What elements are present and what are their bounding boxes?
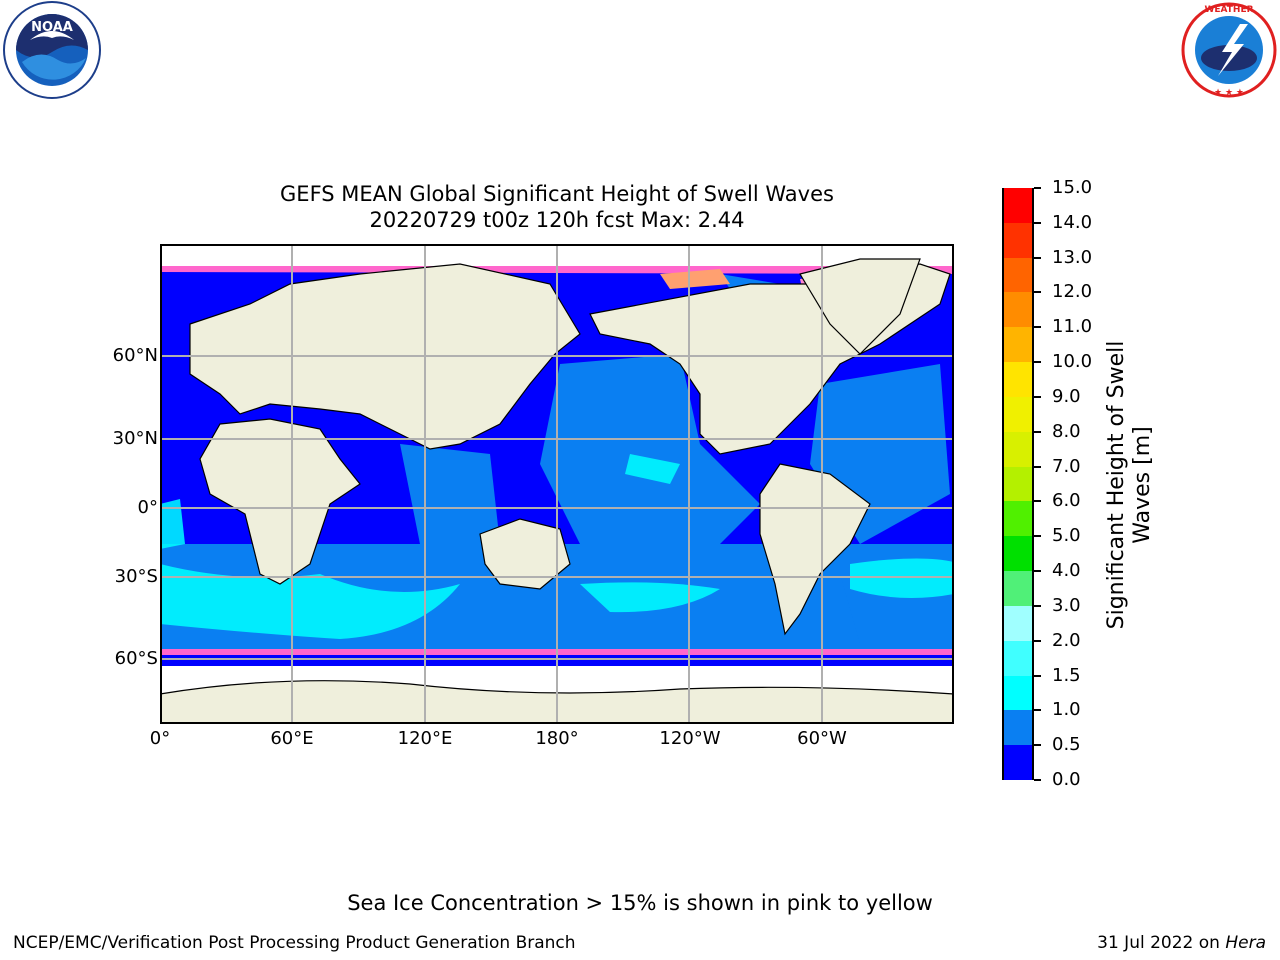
lat-label-60n: 60°N <box>112 345 158 366</box>
colorbar-tick-label: 9.0 <box>1052 385 1081 407</box>
colorbar-tick-label: 1.0 <box>1052 699 1081 721</box>
lat-label-30n: 30°N <box>112 428 158 449</box>
colorbar-tick-mark <box>1034 395 1041 398</box>
colorbar-tick-label: 10.0 <box>1052 351 1093 373</box>
colorbar-tick-mark <box>1034 187 1041 189</box>
colorbar-tick-mark <box>1034 221 1041 224</box>
colorbar-segment <box>1004 292 1032 328</box>
colorbar-tick-mark <box>1034 291 1041 294</box>
colorbar-tick-label: 5.0 <box>1052 525 1081 547</box>
noaa-logo-text: NOAA <box>31 20 73 35</box>
noaa-logo: NOAA <box>0 0 104 100</box>
colorbar-tick-label: 12.0 <box>1052 281 1093 303</box>
colorbar-tick-mark <box>1034 639 1041 642</box>
colorbar-label-line1: Significant Height of Swell <box>1104 340 1129 630</box>
colorbar-tick-mark <box>1034 709 1041 712</box>
ocean-high-swell <box>160 454 954 639</box>
colorbar-tick-mark <box>1034 674 1041 677</box>
colorbar-segment <box>1004 745 1032 780</box>
sea-ice-note: Sea Ice Concentration > 15% is shown in … <box>347 891 933 915</box>
colorbar-tick-label: 11.0 <box>1052 316 1093 338</box>
colorbar-tick-mark <box>1034 500 1041 503</box>
colorbar-segment <box>1004 571 1032 606</box>
credit-text: NCEP/EMC/Verification Post Processing Pr… <box>13 933 576 953</box>
colorbar-tick-mark <box>1034 744 1041 747</box>
run-date: 31 Jul 2022 on Hera <box>1097 933 1266 953</box>
lon-label-60w: 60°W <box>797 728 847 749</box>
colorbar-segment <box>1004 675 1032 711</box>
colorbar-tick-label: 7.0 <box>1052 455 1081 477</box>
colorbar-tick-label: 6.0 <box>1052 490 1081 512</box>
colorbar-segment <box>1004 466 1032 502</box>
lon-label-120e: 120°E <box>397 728 453 749</box>
nws-logo: WEATHER ★ ★ ★ <box>1178 0 1280 100</box>
colorbar-tick-mark <box>1034 604 1041 607</box>
lat-label-0: 0° <box>137 497 158 518</box>
colorbar-segment <box>1004 536 1032 572</box>
colorbar <box>1002 188 1034 780</box>
colorbar-tick-mark <box>1034 779 1041 781</box>
lon-label-120w: 120°W <box>659 728 721 749</box>
colorbar-tick-mark <box>1034 430 1041 433</box>
lon-label-0: 0° <box>149 728 171 749</box>
lon-label-60e: 60°E <box>270 728 314 749</box>
colorbar-segment <box>1004 188 1032 223</box>
colorbar-segment <box>1004 710 1032 746</box>
colorbar-tick-label: 3.0 <box>1052 594 1081 616</box>
chart-subtitle: 20220729 t00z 120h fcst Max: 2.44 <box>369 208 745 232</box>
colorbar-tick-label: 1.5 <box>1052 664 1081 686</box>
colorbar-tick-label: 8.0 <box>1052 420 1081 442</box>
colorbar-tick-label: 13.0 <box>1052 246 1093 268</box>
colorbar-segment <box>1004 640 1032 676</box>
colorbar-segment <box>1004 605 1032 641</box>
colorbar-tick-mark <box>1034 256 1041 259</box>
colorbar-segment <box>1004 396 1032 432</box>
colorbar-segment <box>1004 501 1032 537</box>
colorbar-segment <box>1004 362 1032 397</box>
colorbar-label-line2: Waves [m] <box>1130 426 1155 544</box>
colorbar-tick-label: 0.5 <box>1052 734 1081 756</box>
colorbar-tick-label: 2.0 <box>1052 629 1081 651</box>
swell-height-map <box>160 244 954 724</box>
chart-title: GEFS MEAN Global Significant Height of S… <box>280 182 834 206</box>
machine-name: Hera <box>1225 933 1266 953</box>
colorbar-tick-mark <box>1034 361 1041 364</box>
colorbar-tick-label: 15.0 <box>1052 177 1093 198</box>
lon-label-180: 180° <box>535 728 579 749</box>
colorbar-tick-label: 0.0 <box>1052 769 1081 790</box>
graticule <box>160 244 954 724</box>
colorbar-segment <box>1004 222 1032 258</box>
colorbar-tick-label: 14.0 <box>1052 211 1093 233</box>
colorbar-segment <box>1004 257 1032 293</box>
colorbar-tick-label: 4.0 <box>1052 560 1081 582</box>
colorbar-segment <box>1004 431 1032 467</box>
colorbar-segment <box>1004 327 1032 363</box>
lat-label-30s: 30°S <box>114 566 158 587</box>
svg-text:★ ★ ★: ★ ★ ★ <box>1214 88 1244 98</box>
colorbar-tick-mark <box>1034 570 1041 573</box>
colorbar-tick-mark <box>1034 535 1041 538</box>
svg-text:WEATHER: WEATHER <box>1204 5 1253 15</box>
lat-label-60s: 60°S <box>114 648 158 669</box>
colorbar-tick-mark <box>1034 465 1041 468</box>
colorbar-tick-mark <box>1034 326 1041 329</box>
run-date-prefix: 31 Jul 2022 on <box>1097 933 1226 953</box>
